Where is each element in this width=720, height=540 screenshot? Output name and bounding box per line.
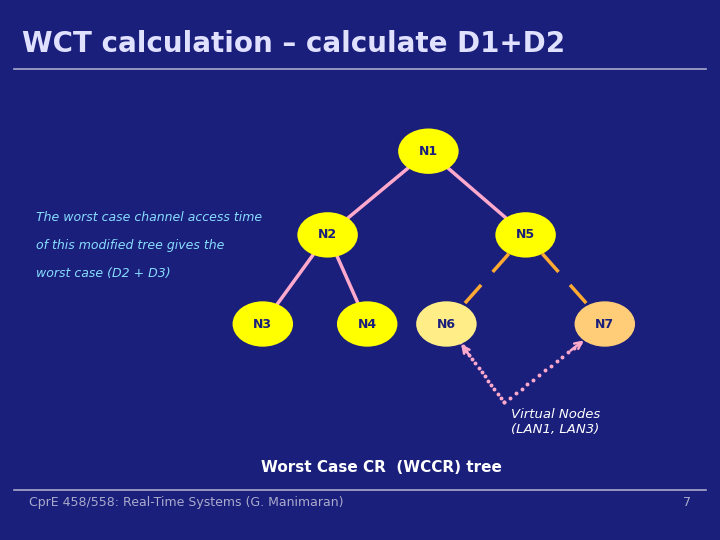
Text: 7: 7 (683, 496, 691, 509)
Circle shape (233, 301, 293, 347)
Text: N1: N1 (419, 145, 438, 158)
Text: The worst case channel access time: The worst case channel access time (36, 211, 262, 224)
Text: N7: N7 (595, 318, 614, 330)
Circle shape (398, 129, 459, 174)
Text: N3: N3 (253, 318, 272, 330)
Circle shape (575, 301, 635, 347)
Circle shape (297, 212, 358, 258)
Circle shape (416, 301, 477, 347)
Text: N4: N4 (358, 318, 377, 330)
Circle shape (495, 212, 556, 258)
Text: Virtual Nodes
(LAN1, LAN3): Virtual Nodes (LAN1, LAN3) (511, 408, 600, 436)
Text: N6: N6 (437, 318, 456, 330)
Text: N5: N5 (516, 228, 535, 241)
Text: WCT calculation – calculate D1+D2: WCT calculation – calculate D1+D2 (22, 30, 564, 58)
Text: worst case (D2 + D3): worst case (D2 + D3) (36, 267, 171, 280)
Text: CprE 458/558: Real-Time Systems (G. Manimaran): CprE 458/558: Real-Time Systems (G. Mani… (29, 496, 343, 509)
Text: Worst Case CR  (WCCR) tree: Worst Case CR (WCCR) tree (261, 460, 502, 475)
Text: N2: N2 (318, 228, 337, 241)
Circle shape (337, 301, 397, 347)
Text: of this modified tree gives the: of this modified tree gives the (36, 239, 225, 252)
